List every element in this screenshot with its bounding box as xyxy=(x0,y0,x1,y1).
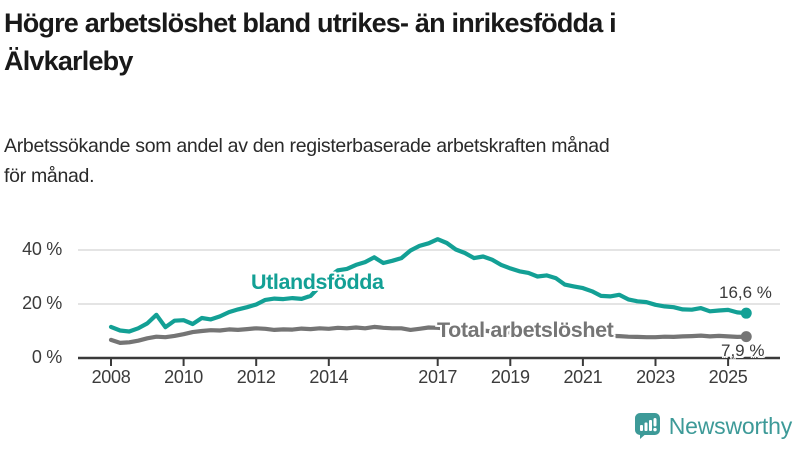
title-line-1: Högre arbetslöshet bland utrikes- än inr… xyxy=(4,8,617,38)
x-axis-tick-label: 2025 xyxy=(708,367,748,387)
x-axis-tick-label: 2021 xyxy=(563,367,603,387)
y-axis-tick-label: 40 % xyxy=(22,239,62,259)
x-axis-tick-label: 2012 xyxy=(236,367,276,387)
x-axis-tick-label: 2010 xyxy=(164,367,204,387)
brand-wordmark: Newsworthy xyxy=(668,412,792,439)
newsworthy-logo: Newsworthy xyxy=(634,412,792,440)
series-label-utlandsfodda: Utlandsfödda xyxy=(251,270,384,294)
x-axis-tick-label: 2023 xyxy=(636,367,675,387)
bar-chart-speech-bubble-icon xyxy=(634,413,660,439)
title-line-2: Älvkarleby xyxy=(4,46,133,76)
y-axis-tick-label: 20 % xyxy=(22,293,62,313)
x-axis-tick-label: 2019 xyxy=(490,367,530,387)
series-label-total-arbetsloshet: Total arbetslöshet xyxy=(437,318,614,342)
subtitle-line-2: för månad. xyxy=(4,165,95,187)
chart-subtitle: Arbetssökande som andel av den registerb… xyxy=(4,131,754,191)
page-title: Högre arbetslöshet bland utrikes- än inr… xyxy=(4,4,796,80)
x-axis-tick-label: 2017 xyxy=(418,367,458,387)
end-value-label-total: 7,9 % xyxy=(721,341,765,360)
end-value-label-utlandsfodda: 16,6 % xyxy=(719,283,772,302)
y-axis-tick-label: 0 % xyxy=(31,347,62,367)
x-axis-tick-label: 2014 xyxy=(309,367,349,387)
x-axis-tick-label: 2008 xyxy=(91,367,131,387)
subtitle-line-1: Arbetssökande som andel av den registerb… xyxy=(4,135,610,157)
